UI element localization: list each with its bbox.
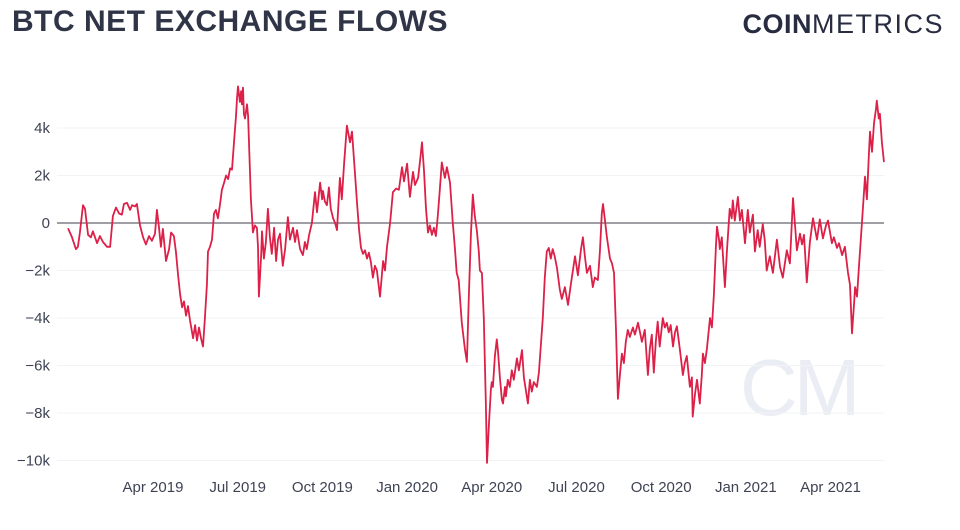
- page-title: BTC NET EXCHANGE FLOWS: [12, 5, 448, 38]
- y-axis-tick-label: −4k: [25, 310, 50, 327]
- coinmetrics-watermark: CM: [740, 343, 860, 432]
- y-axis-tick-label: 2k: [34, 168, 50, 185]
- x-axis-tick-label: Apr 2020: [461, 479, 522, 496]
- x-axis-tick-label: Jul 2020: [548, 479, 605, 496]
- net-flows-series-line: [67, 85, 885, 464]
- x-axis-tick-label: Oct 2019: [292, 479, 353, 496]
- y-axis-tick-label: 0: [42, 215, 50, 232]
- logo-text-metrics: METRICS: [812, 9, 944, 39]
- y-axis-tick-label: 4k: [34, 120, 50, 137]
- x-axis-tick-label: Apr 2019: [123, 479, 184, 496]
- logo-text-coin: COIN: [742, 9, 812, 39]
- y-axis-tick-label: −8k: [25, 405, 50, 422]
- x-axis-tick-label: Jan 2020: [376, 479, 438, 496]
- x-axis-tick-label: Jan 2021: [715, 479, 777, 496]
- y-axis-tick-label: −6k: [25, 358, 50, 375]
- y-axis-tick-label: −10k: [17, 453, 50, 470]
- x-axis-tick-label: Apr 2021: [800, 479, 861, 496]
- coinmetrics-logo: COINMETRICS: [743, 11, 945, 38]
- x-axis-tick-label: Jul 2019: [209, 479, 266, 496]
- x-axis-tick-label: Oct 2020: [631, 479, 692, 496]
- y-axis-tick-label: −2k: [25, 263, 50, 280]
